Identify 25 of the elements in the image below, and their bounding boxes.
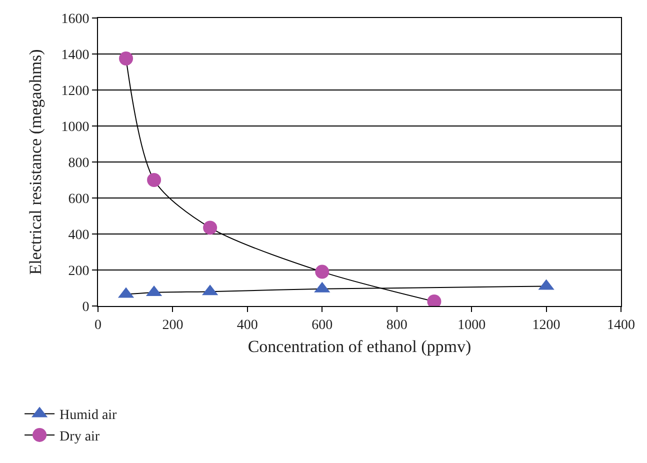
y-tick-label: 200 bbox=[68, 264, 90, 279]
y-tick-label: 0 bbox=[82, 300, 90, 315]
point bbox=[315, 264, 330, 279]
y-tick-label: 600 bbox=[68, 192, 90, 207]
point bbox=[203, 220, 218, 235]
x-tick-label: 200 bbox=[162, 318, 184, 333]
y-tick-label: 800 bbox=[68, 156, 90, 171]
x-tick-label: 1200 bbox=[532, 318, 560, 333]
x-tick-label: 400 bbox=[236, 318, 258, 333]
y-axis-title: Electrical resistance (megaohms) bbox=[26, 49, 45, 275]
x-tick-label: 0 bbox=[94, 318, 102, 333]
point bbox=[147, 173, 162, 187]
legend-label: Humid air bbox=[60, 408, 118, 424]
y-tick-label: 1600 bbox=[61, 12, 90, 27]
y-tick-label: 1400 bbox=[61, 48, 90, 63]
y-tick-label: 1200 bbox=[61, 84, 90, 99]
x-tick-label: 600 bbox=[312, 318, 333, 333]
point bbox=[119, 52, 134, 66]
x-tick-label: 1000 bbox=[458, 318, 486, 333]
x-axis-title: Concentration of ethanol (ppmv) bbox=[248, 337, 472, 356]
x-tick-label: 800 bbox=[386, 318, 408, 333]
y-tick-label: 400 bbox=[68, 228, 90, 243]
legend-label: Dry air bbox=[60, 429, 100, 444]
y-tick-label: 1000 bbox=[61, 120, 90, 135]
x-tick-label: 1400 bbox=[607, 318, 635, 333]
